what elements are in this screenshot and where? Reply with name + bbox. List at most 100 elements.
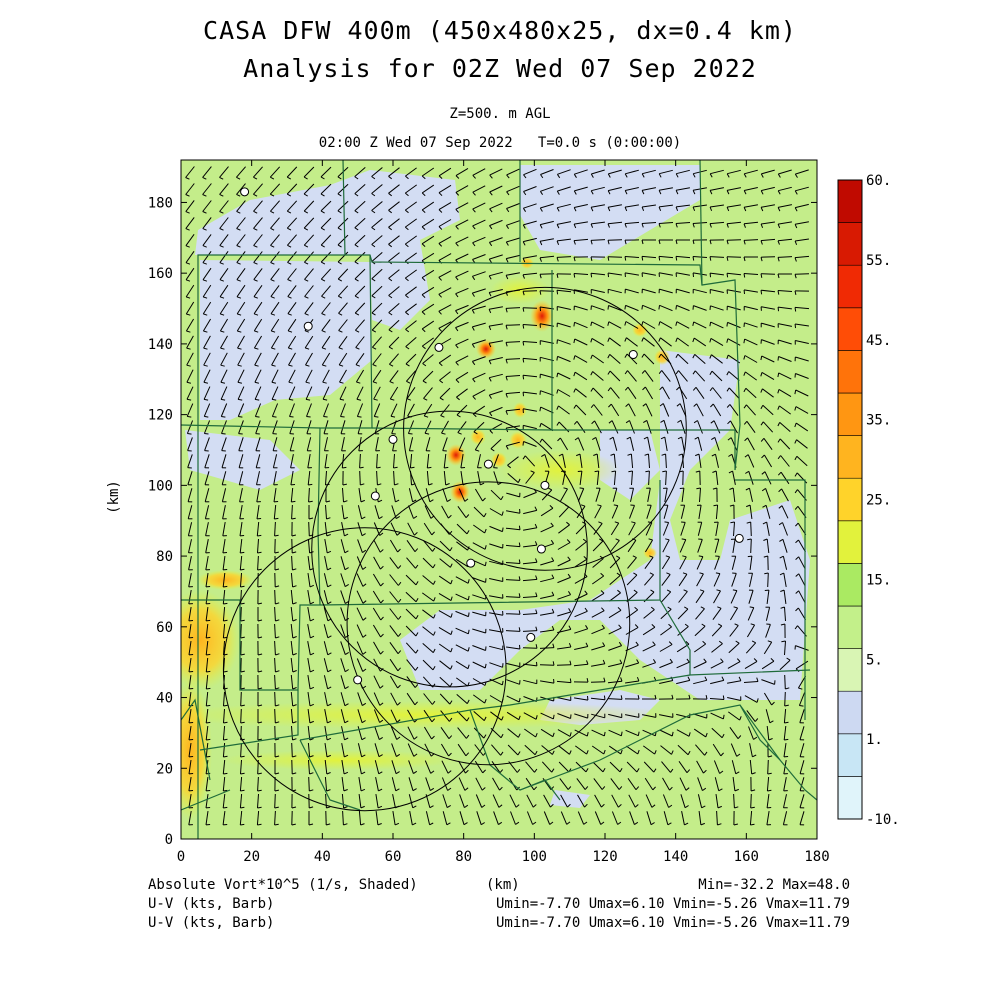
wind-barb — [271, 386, 279, 400]
wind-barb-flag — [377, 805, 383, 809]
wind-barb — [388, 218, 400, 228]
wind-barb-flag — [388, 329, 393, 333]
wind-barb-flag — [202, 176, 207, 180]
wind-barb-flag — [635, 641, 639, 646]
wind-barb-flag — [395, 788, 400, 792]
y-tick-label: 140 — [148, 337, 173, 353]
wind-barb-flag — [223, 789, 228, 792]
wind-barb — [405, 235, 417, 245]
wind-barb — [320, 166, 332, 178]
wind-barb-flag — [619, 768, 623, 773]
wind-barb-flag — [257, 721, 263, 724]
wind-barb-flag — [455, 379, 460, 383]
wind-barb — [729, 625, 739, 637]
wind-barb — [608, 288, 622, 294]
wind-barb-flag — [270, 176, 275, 180]
wind-barb — [766, 538, 770, 554]
wind-barb-flag — [665, 538, 670, 541]
wind-barb — [505, 596, 521, 598]
wind-barb-flag — [309, 806, 314, 809]
wind-barb — [439, 371, 451, 381]
wind-barb — [372, 369, 382, 383]
wind-barb-flag — [586, 677, 589, 683]
wind-barb — [389, 539, 399, 553]
wind-barb — [727, 187, 741, 191]
wind-barb — [472, 611, 486, 617]
wind-barb-flag — [291, 823, 296, 826]
wind-barb — [506, 203, 520, 209]
wind-barb-flag — [309, 601, 315, 605]
wind-barb — [223, 708, 225, 724]
wind-barb — [749, 488, 753, 502]
wind-barb — [455, 321, 469, 329]
wind-barb — [219, 217, 229, 229]
wind-barb-flag — [667, 606, 672, 610]
wind-barb-flag — [573, 256, 576, 262]
wind-barb — [254, 403, 262, 417]
wind-barb — [608, 169, 622, 175]
wind-barb — [505, 562, 521, 564]
wind-barb-flag — [219, 176, 224, 180]
wind-barb-flag — [601, 786, 606, 790]
wind-barb-flag — [734, 806, 739, 809]
wind-barb-flag — [354, 176, 359, 180]
wind-barb-flag — [698, 555, 703, 558]
wind-barb — [186, 420, 194, 434]
wind-barb — [767, 759, 769, 775]
wind-barb — [540, 220, 554, 226]
wind-barb — [594, 505, 602, 519]
wind-barb — [608, 204, 622, 208]
wind-barb — [710, 272, 724, 276]
wind-barb — [778, 339, 792, 345]
wind-barb — [557, 559, 571, 567]
wind-barb — [489, 578, 503, 582]
wind-barb-flag — [590, 240, 593, 245]
wind-barb — [341, 760, 345, 774]
wind-barb-flag — [484, 663, 487, 669]
wind-barb-flag — [405, 346, 410, 350]
wind-barb — [591, 337, 605, 347]
wind-barb — [693, 679, 707, 685]
wind-barb-flag — [257, 704, 263, 707]
wind-barb-flag — [535, 575, 538, 580]
wind-barb — [240, 708, 242, 724]
wind-barb-flag — [557, 437, 561, 442]
wind-barb-flag — [760, 372, 763, 377]
wind-barb-flag — [466, 717, 470, 722]
wind-barb-flag — [692, 173, 696, 178]
wind-barb-flag — [762, 504, 767, 508]
wind-barb — [795, 221, 809, 225]
wind-barb-flag — [665, 555, 670, 558]
wind-barb — [509, 794, 517, 808]
wind-barb — [574, 355, 588, 363]
wind-barb — [783, 777, 787, 791]
wind-barb-flag — [726, 387, 730, 392]
wind-barb — [323, 675, 329, 689]
wind-barb — [337, 200, 349, 212]
wind-barb — [324, 743, 328, 757]
wind-barb — [237, 352, 245, 366]
wind-barb — [221, 471, 227, 485]
wind-barb — [695, 387, 705, 399]
wind-barb — [341, 437, 345, 451]
wind-barb — [340, 692, 346, 706]
wind-barb-flag — [777, 356, 779, 361]
wind-barb-flag — [591, 420, 595, 425]
wind-barb-flag — [378, 516, 383, 520]
wind-barb-flag — [547, 487, 553, 491]
wind-barb-flag — [405, 311, 410, 316]
wind-barb-flag — [709, 322, 712, 327]
wind-barb — [795, 356, 809, 362]
wind-barb-flag — [223, 806, 228, 809]
wind-barb — [493, 811, 499, 825]
wind-barb — [389, 353, 399, 365]
wind-barb-flag — [286, 176, 292, 180]
wind-barb — [455, 593, 469, 601]
wind-barb — [506, 711, 520, 721]
wind-barb — [489, 237, 503, 243]
wind-barb-flag — [388, 192, 393, 197]
wind-barb — [188, 692, 192, 706]
wind-barb — [237, 403, 245, 417]
wind-barb — [472, 322, 486, 328]
wind-barb — [643, 353, 655, 365]
